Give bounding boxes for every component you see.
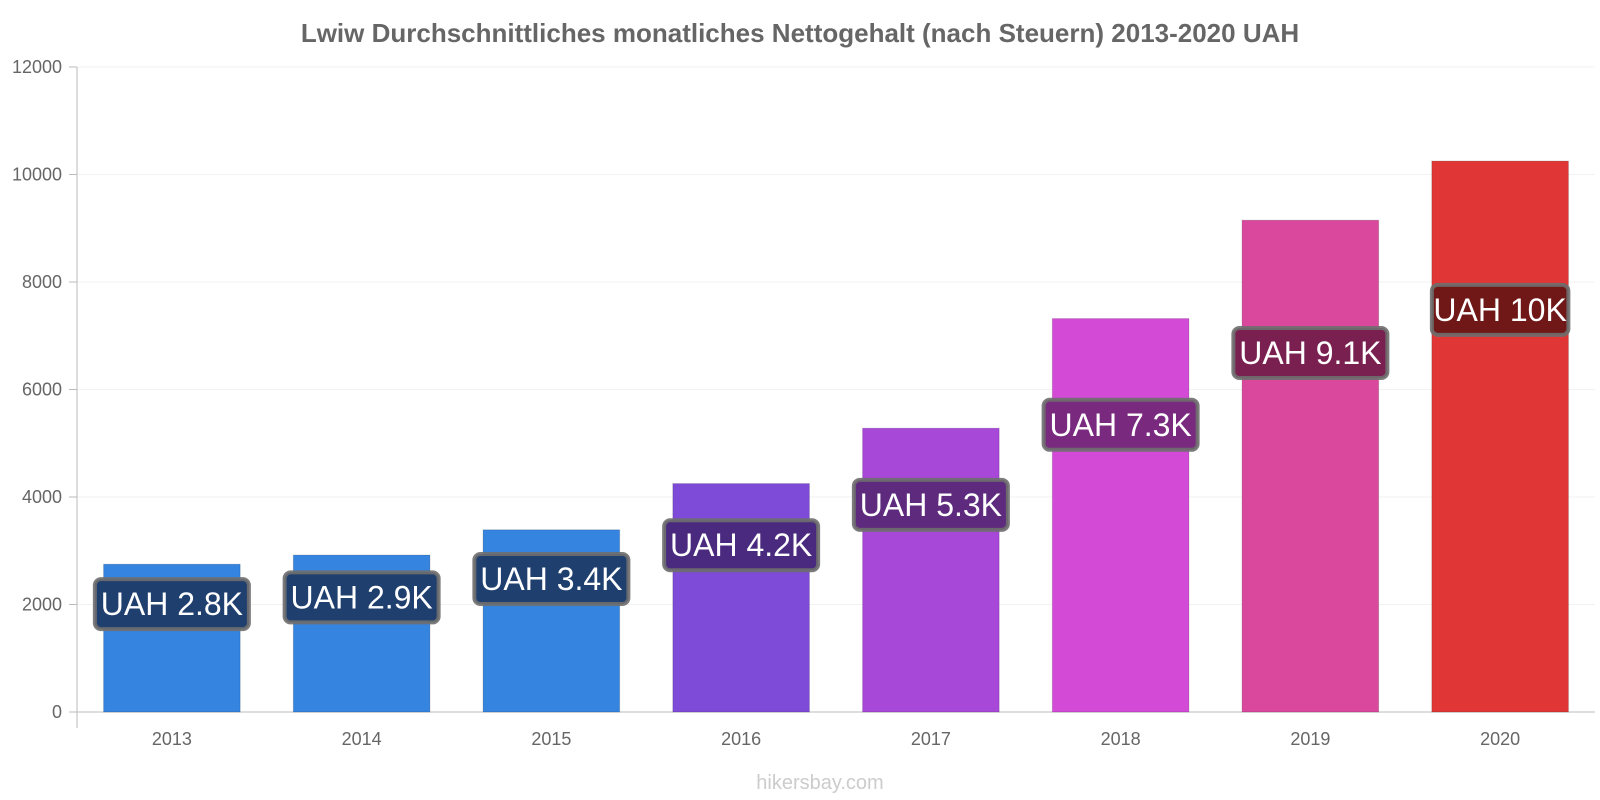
y-tick-label: 2000 bbox=[22, 595, 62, 615]
data-label: UAH 2.8K bbox=[101, 586, 243, 622]
x-tick-label: 2016 bbox=[721, 729, 761, 749]
data-label: UAH 7.3K bbox=[1049, 407, 1191, 443]
bar-2017 bbox=[862, 427, 1000, 713]
data-label: UAH 4.2K bbox=[670, 527, 812, 563]
data-label-box bbox=[1429, 282, 1571, 337]
data-label: UAH 5.3K bbox=[860, 487, 1002, 523]
data-label: UAH 9.1K bbox=[1239, 335, 1381, 371]
y-tick-label: 0 bbox=[52, 702, 62, 722]
watermark: hikersbay.com bbox=[756, 772, 883, 794]
bar-2019 bbox=[1241, 219, 1380, 713]
x-tick-label: 2019 bbox=[1290, 729, 1330, 749]
y-tick-label: 10000 bbox=[12, 165, 62, 185]
data-label-box bbox=[1041, 397, 1200, 452]
data-label-box bbox=[472, 551, 631, 606]
y-tick-label: 8000 bbox=[22, 272, 62, 292]
x-tick-label: 2020 bbox=[1480, 729, 1520, 749]
data-label-box bbox=[851, 477, 1010, 532]
y-tick-label: 12000 bbox=[12, 57, 62, 77]
x-tick-label: 2013 bbox=[152, 729, 192, 749]
y-tick-label: 4000 bbox=[22, 487, 62, 507]
data-label-box bbox=[662, 518, 821, 573]
y-tick-label: 6000 bbox=[22, 380, 62, 400]
chart-title: Lwiw Durchschnittliches monatliches Nett… bbox=[301, 18, 1299, 48]
data-label-box bbox=[1231, 325, 1390, 380]
bar-2018 bbox=[1051, 318, 1190, 713]
x-tick-label: 2015 bbox=[531, 729, 571, 749]
bar-2020 bbox=[1431, 160, 1569, 713]
bar-2016 bbox=[672, 483, 810, 713]
data-label: UAH 10K bbox=[1433, 292, 1566, 328]
data-label-box bbox=[92, 577, 251, 632]
bars bbox=[103, 160, 1569, 713]
x-tick-label: 2018 bbox=[1101, 729, 1141, 749]
data-labels: UAH 2.8K UAH 2.9K UAH 3.4K UAH 4.2K UAH 5.3K… bbox=[92, 282, 1571, 632]
x-tick-label: 2017 bbox=[911, 729, 951, 749]
data-label-box bbox=[282, 570, 441, 625]
x-tick-label: 2014 bbox=[342, 729, 382, 749]
data-label: UAH 2.9K bbox=[290, 579, 432, 615]
data-label: UAH 3.4K bbox=[480, 561, 622, 597]
